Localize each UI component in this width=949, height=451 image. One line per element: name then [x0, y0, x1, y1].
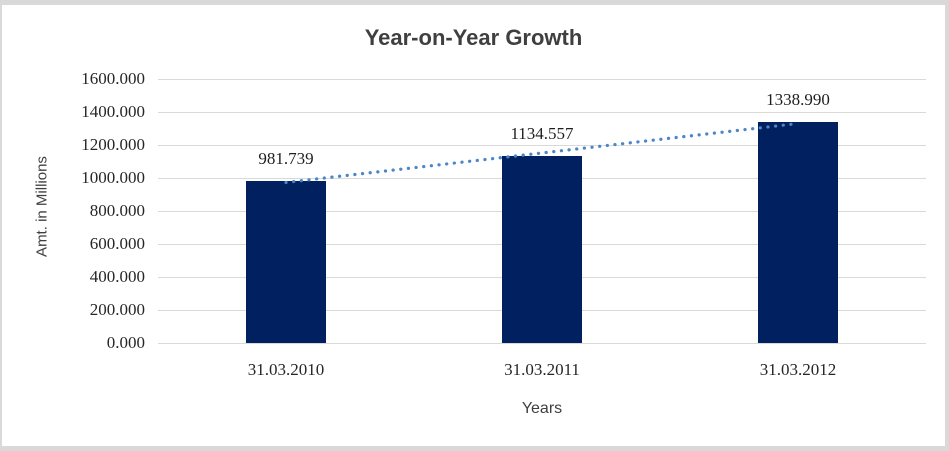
y-tick-label: 1600.000: [81, 69, 145, 88]
bar-value-label: 981.739: [258, 149, 314, 168]
bar: [246, 181, 326, 343]
x-axis-title: Years: [521, 400, 563, 417]
bar: [758, 122, 838, 343]
chart-title: Year-on-Year Growth: [364, 25, 583, 50]
gridline: [158, 79, 926, 80]
gridline: [158, 112, 926, 113]
x-tick-label: 31.03.2011: [504, 360, 580, 379]
y-tick-label: 1400.000: [81, 102, 145, 121]
y-tick-label: 800.000: [89, 201, 145, 220]
y-tick-label: 1200.000: [81, 135, 145, 154]
bar-value-label: 1134.557: [510, 123, 574, 143]
y-tick-label: 600.000: [89, 234, 145, 253]
gridline: [158, 343, 926, 344]
y-tick-label: 400.000: [89, 267, 145, 286]
y-tick-label: 200.000: [89, 300, 145, 319]
y-tick-label: 0.000: [106, 333, 145, 352]
y-tick-label: 1000.000: [81, 168, 145, 187]
x-tick-label: 31.03.2010: [247, 360, 325, 379]
bar-value-label: 1338.990: [766, 90, 830, 110]
bar: [502, 155, 582, 343]
x-tick-label: 31.03.2012: [759, 360, 837, 379]
